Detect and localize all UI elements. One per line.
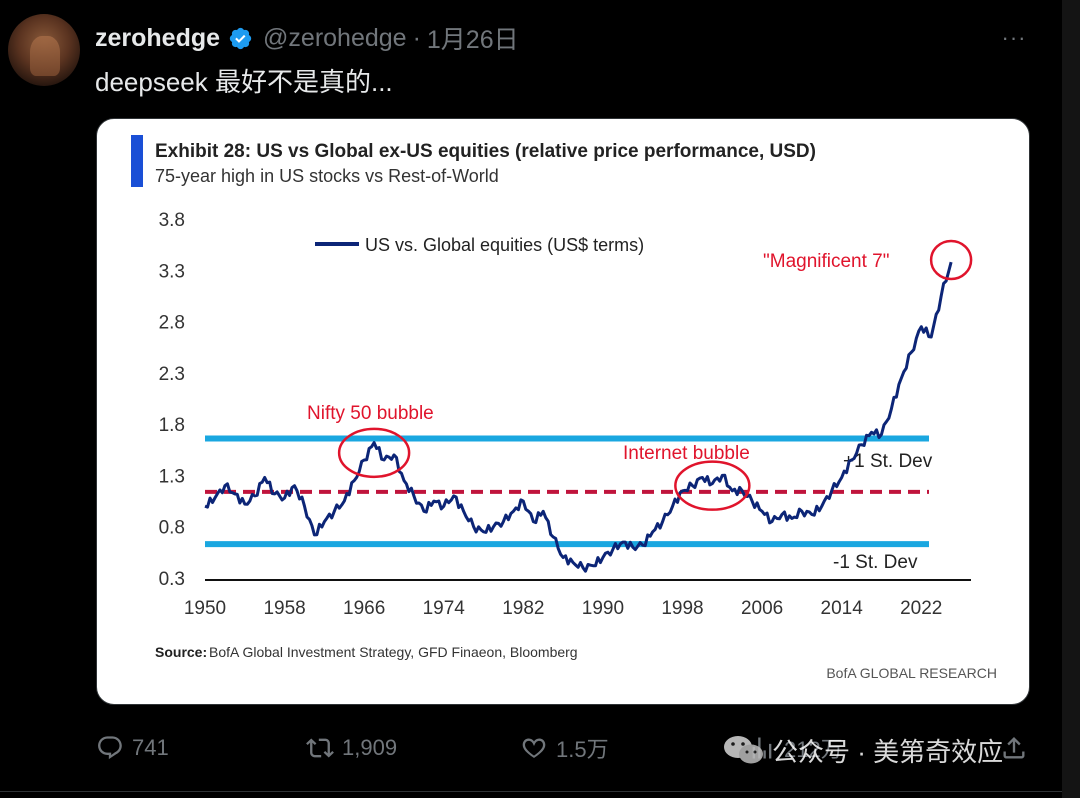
- scrollbar-track[interactable]: [1062, 0, 1080, 798]
- avatar[interactable]: [8, 14, 80, 86]
- annotation-nifty-label: Nifty 50 bubble: [307, 403, 434, 424]
- annotation-circle-nifty: [337, 427, 411, 479]
- x-tick-label: 1966: [343, 598, 385, 619]
- series-line-us-vs-global: [204, 261, 953, 573]
- tweet-header: zerohedge @zerohedge · 1月26日: [95, 22, 519, 55]
- legend-label: US vs. Global equities (US$ terms): [365, 235, 644, 255]
- views-count: 212万: [784, 737, 843, 762]
- wechat-logo-icon: [724, 736, 763, 764]
- share-icon: [1003, 737, 1025, 759]
- x-tick-label: 1982: [502, 598, 544, 619]
- annotation-internet-label: Internet bubble: [623, 443, 750, 464]
- y-tick-label: 2.3: [159, 364, 185, 385]
- x-tick-label: 1958: [263, 598, 305, 619]
- annotation-mag7-label: "Magnificent 7": [763, 251, 890, 272]
- verified-badge-icon: [229, 27, 252, 49]
- x-tick-label: 2014: [821, 598, 864, 619]
- x-tick-label: 2006: [741, 598, 783, 619]
- x-tick-label: 1950: [184, 598, 226, 619]
- y-tick-label: 0.8: [159, 518, 185, 539]
- y-tick-label: 1.8: [159, 415, 185, 436]
- y-tick-label: 3.3: [159, 261, 185, 282]
- more-options-button[interactable]: ···: [998, 22, 1030, 54]
- y-tick-label: 0.3: [159, 569, 185, 590]
- chart-title: Exhibit 28: US vs Global ex-US equities …: [155, 141, 816, 162]
- annotation-circle-internet: [674, 460, 751, 511]
- repost-count: 1,909: [342, 735, 398, 760]
- title-accent-bar: [131, 135, 143, 187]
- y-tick-label: 3.8: [159, 210, 185, 231]
- reply-count: 741: [132, 735, 169, 760]
- y-tick-label: 2.8: [159, 313, 185, 334]
- repost-button[interactable]: 1,909: [306, 728, 397, 768]
- x-axis-ticks: 1950 1958 1966 1974 1982 1990 1998 2006 2014 2022: [184, 598, 943, 619]
- annotation-circle-mag7: [929, 239, 973, 281]
- plus-1-stdev-label: +1 St. Dev: [843, 451, 933, 472]
- source-label: Source:: [155, 644, 207, 660]
- share-button[interactable]: [1000, 728, 1036, 768]
- wechat-watermark: 公众号 · 美第奇效应: [722, 728, 1003, 772]
- like-count: 1.5万: [556, 737, 609, 762]
- bottom-divider: [0, 791, 1062, 792]
- author-handle[interactable]: @zerohedge: [263, 23, 407, 52]
- reply-button[interactable]: 741: [96, 728, 169, 768]
- author-name[interactable]: zerohedge: [95, 23, 221, 52]
- y-tick-label: 1.3: [159, 466, 185, 487]
- tweet-text: deepseek 最好不是真的...: [95, 67, 393, 97]
- y-axis-ticks: 0.3 0.8 1.3 1.8 2.3 2.8 3.3 3.8: [159, 210, 185, 590]
- tweet-date[interactable]: 1月26日: [426, 26, 519, 54]
- watermark-text: 公众号 · 美第奇效应: [772, 736, 1004, 767]
- chart-image[interactable]: Exhibit 28: US vs Global ex-US equities …: [96, 118, 1030, 705]
- x-tick-label: 2022: [900, 598, 942, 619]
- more-icon: ···: [1001, 25, 1027, 50]
- minus-1-stdev-label: -1 St. Dev: [833, 552, 918, 573]
- chart-subtitle: 75-year high in US stocks vs Rest-of-Wor…: [155, 166, 499, 186]
- brand-label: BofA GLOBAL RESEARCH: [826, 665, 997, 681]
- x-tick-label: 1990: [582, 598, 624, 619]
- repost-icon: [306, 738, 334, 758]
- views-button[interactable]: 212万: [748, 728, 843, 768]
- x-tick-label: 1998: [661, 598, 703, 619]
- x-tick-label: 1974: [423, 598, 466, 619]
- like-button[interactable]: 1.5万: [520, 728, 609, 768]
- chart-svg: Exhibit 28: US vs Global ex-US equities …: [131, 135, 997, 681]
- meta-separator: ·: [412, 23, 421, 52]
- reply-icon: [98, 736, 122, 760]
- source-text: BofA Global Investment Strategy, GFD Fin…: [209, 644, 578, 660]
- heart-icon: [522, 738, 546, 759]
